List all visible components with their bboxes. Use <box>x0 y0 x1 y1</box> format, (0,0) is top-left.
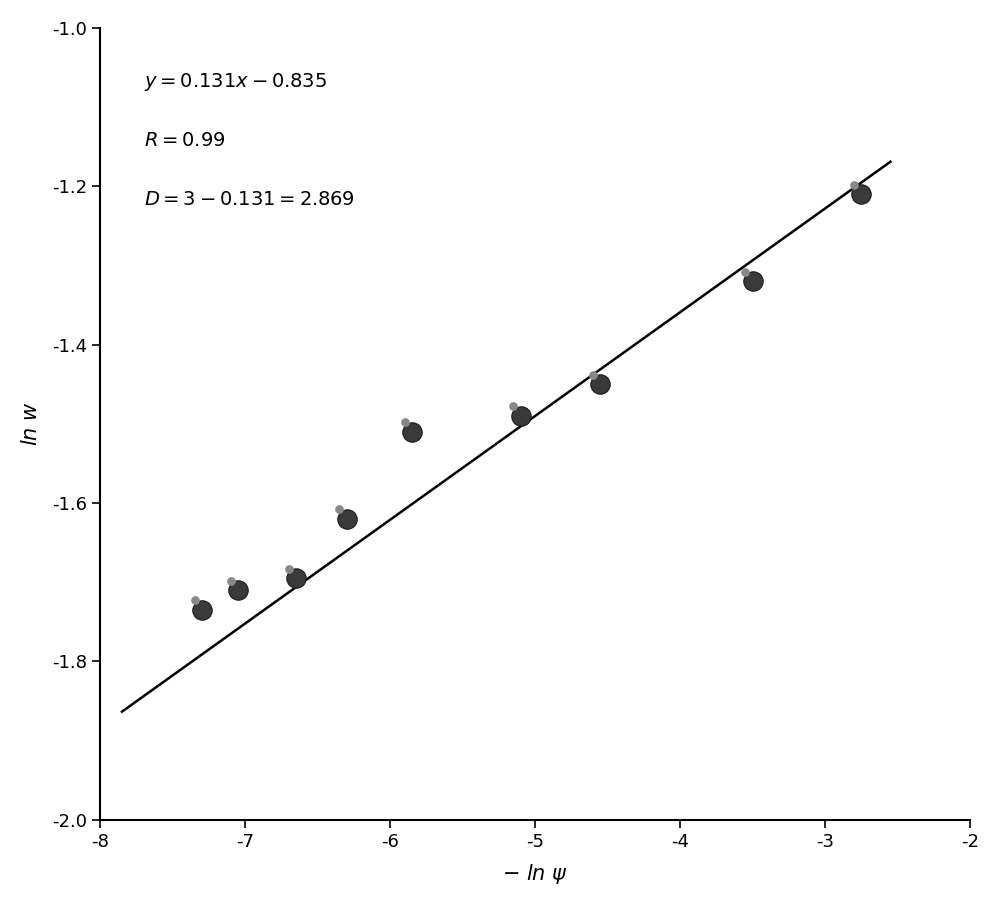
Point <box>281 561 297 576</box>
Point <box>846 178 862 192</box>
Point <box>737 265 753 279</box>
Point <box>187 593 203 608</box>
X-axis label: $-$ ln $\psi$: $-$ ln $\psi$ <box>502 863 568 886</box>
Point <box>745 274 761 288</box>
Point <box>513 409 529 424</box>
Point <box>339 512 355 526</box>
Text: $y = 0.131x - 0.835$: $y = 0.131x - 0.835$ <box>144 72 327 93</box>
Point <box>230 583 246 598</box>
Point <box>288 571 304 586</box>
Point <box>853 187 869 201</box>
Text: $D = 3 - 0.131 = 2.869$: $D = 3 - 0.131 = 2.869$ <box>144 190 355 210</box>
Text: $R = 0.99$: $R = 0.99$ <box>144 131 225 150</box>
Point <box>397 415 413 430</box>
Y-axis label: ln $w$: ln $w$ <box>21 402 41 446</box>
Point <box>331 502 347 517</box>
Point <box>404 424 420 439</box>
Point <box>223 573 239 588</box>
Point <box>194 603 210 618</box>
Point <box>505 399 521 414</box>
Point <box>592 377 608 392</box>
Point <box>585 367 601 382</box>
